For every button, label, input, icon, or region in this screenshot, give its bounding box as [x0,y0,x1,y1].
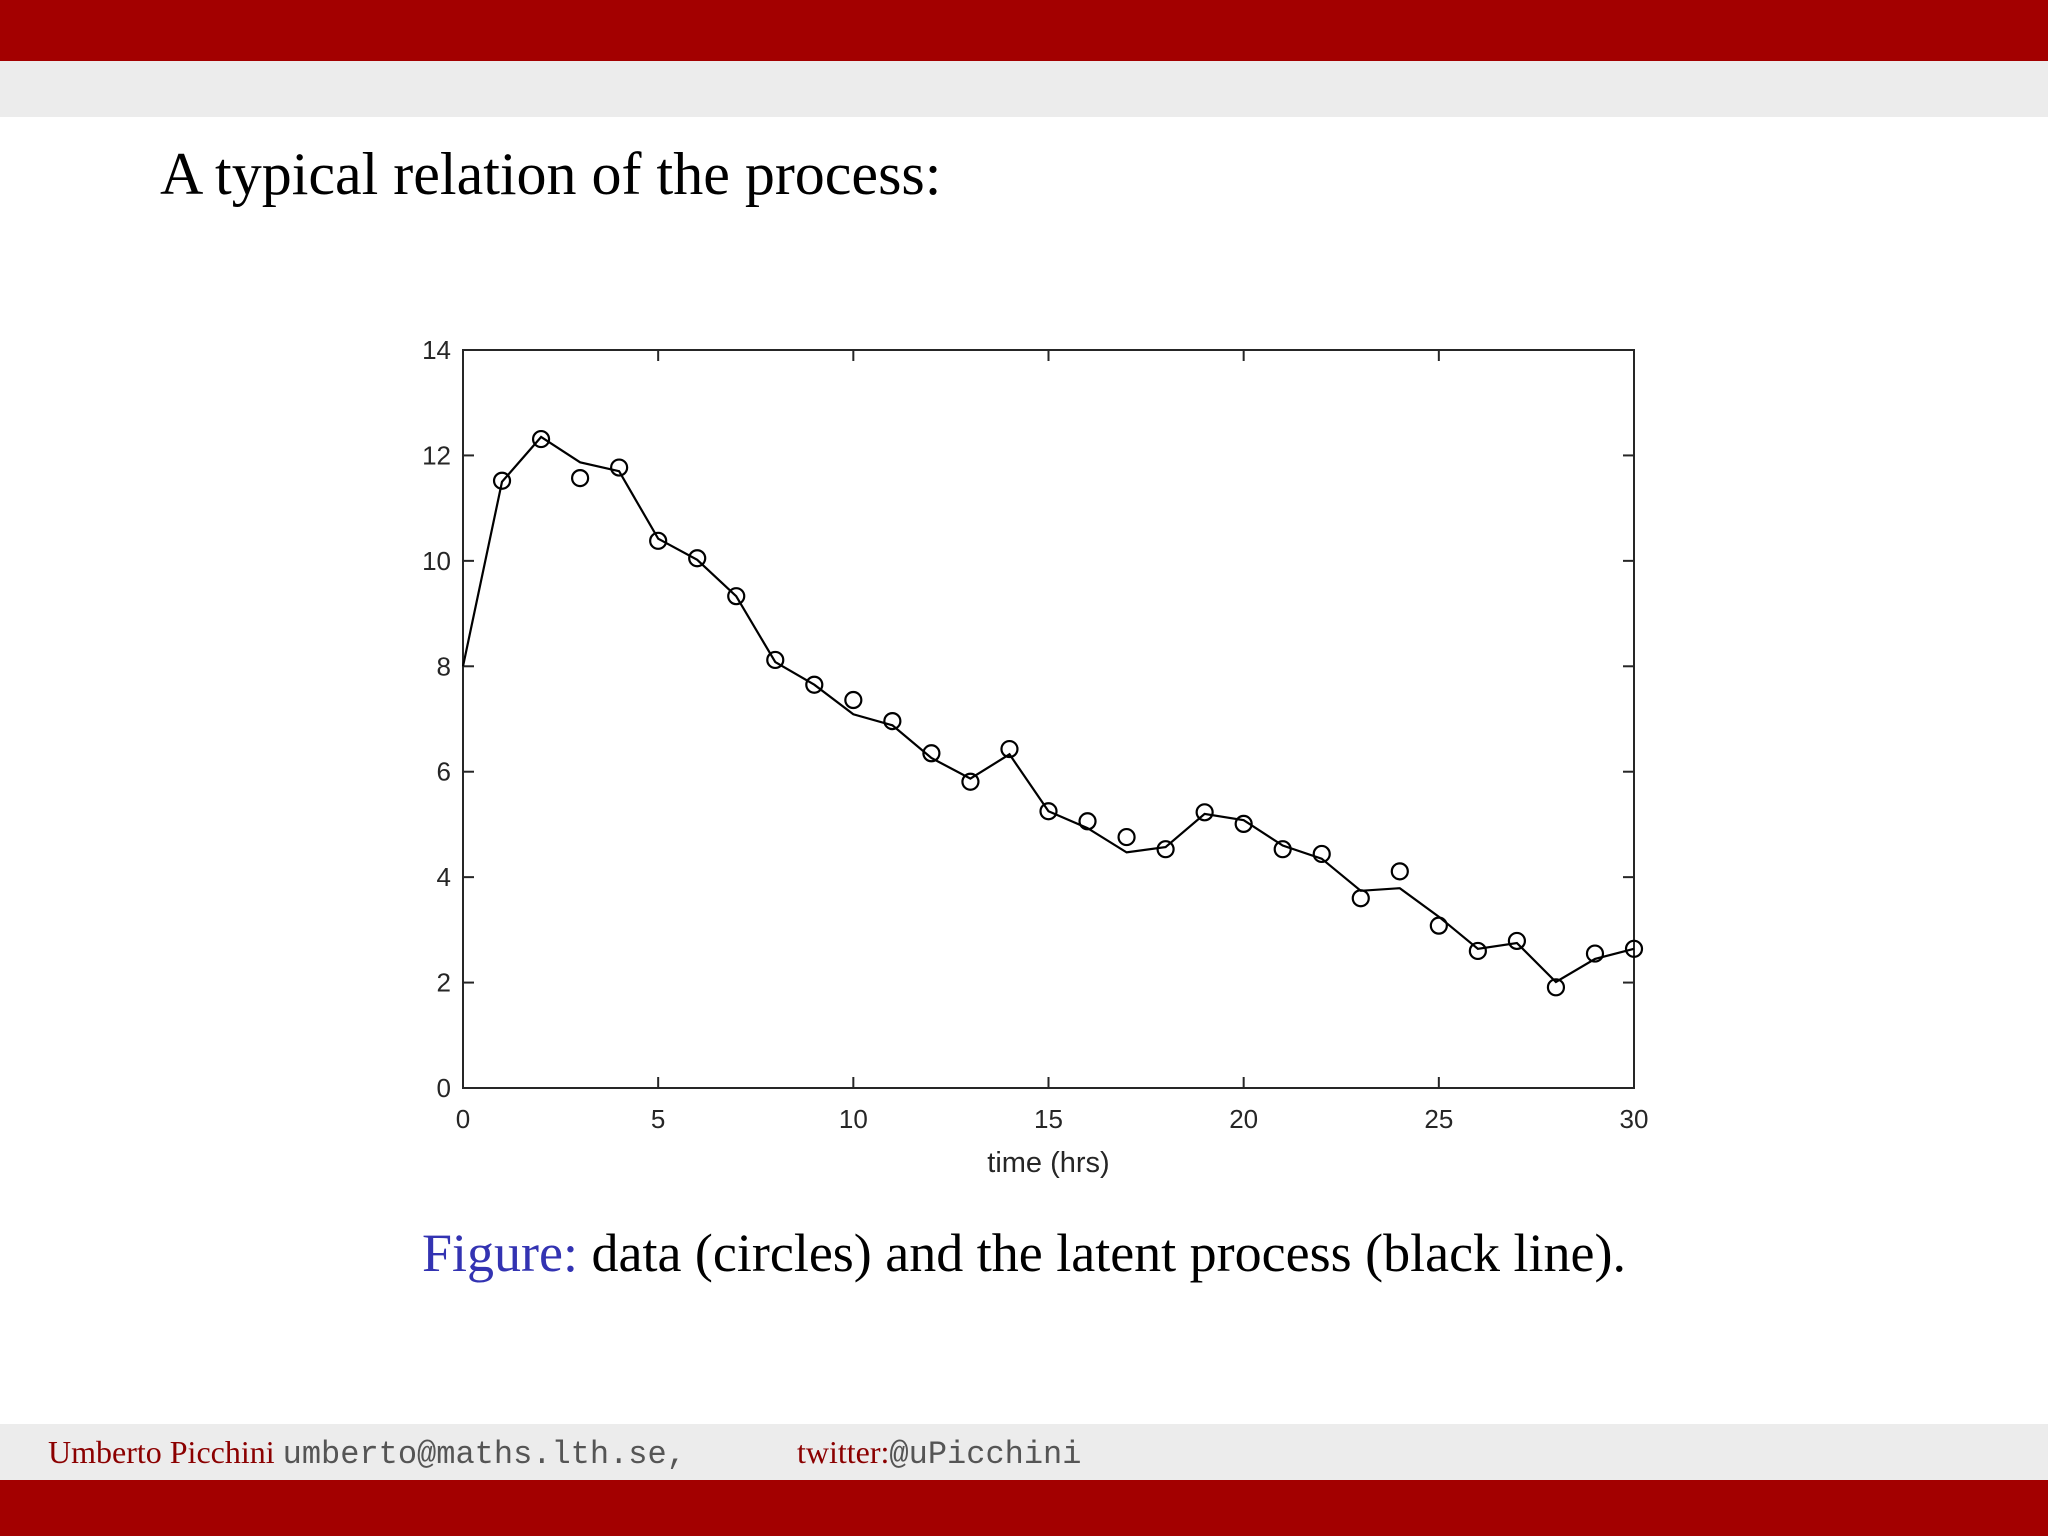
x-tick-label: 0 [456,1104,470,1134]
x-tick-label: 5 [651,1104,665,1134]
data-point-circle [1351,889,1370,908]
top-gray-band [0,61,2048,117]
data-point-circle [961,772,980,791]
x-tick-label: 30 [1620,1104,1649,1134]
data-point-circle [570,468,590,488]
y-tick-label: 2 [437,968,451,998]
bottom-red-bar [0,1480,2048,1536]
footer-email: umberto@maths.lth.se, [282,1436,686,1473]
data-point-circle [492,471,512,490]
data-point-circle [1312,844,1331,864]
x-tick-label: 10 [839,1104,868,1134]
y-tick-label: 4 [437,862,451,892]
top-title-bar [0,0,2048,61]
footer-gray-band [0,1424,2048,1480]
data-point-circle [1273,840,1292,859]
footer-twitter-handle: @uPicchini [889,1436,1082,1473]
data-point-circle [883,712,902,731]
data-point-circle [1000,739,1019,759]
data-point-circle [610,458,629,477]
footer-twitter: twitter:@uPicchini [797,1434,1081,1473]
y-tick-label: 6 [437,757,451,787]
plot-frame [462,349,1635,1089]
data-point-circle [1195,803,1214,822]
y-tick-label: 10 [422,546,451,576]
data-point-circle [1078,812,1097,831]
y-tick-label: 12 [422,440,451,470]
y-tick-label: 0 [437,1073,451,1103]
footer-twitter-label: twitter: [797,1434,890,1470]
x-tick-label: 15 [1034,1104,1063,1134]
x-axis-label: time (hrs) [987,1147,1109,1179]
data-point-circle [922,744,941,763]
y-tick-label: 8 [437,651,451,681]
footer-author: Umberto Picchini umberto@maths.lth.se, [48,1434,686,1473]
data-point-circle [1429,916,1448,935]
data-point-circle [1585,944,1605,963]
figure-caption: Figure: data (circles) and the latent pr… [0,1222,2048,1284]
data-point-circle [1234,814,1253,834]
data-point-circle [1507,931,1527,951]
data-point-circle [531,429,551,449]
data-point-circle [766,650,785,670]
data-point-circle [1390,862,1409,881]
data-point-circle [1624,939,1644,958]
y-tick-label: 14 [422,335,451,365]
data-point-circle [1468,941,1487,961]
data-point-circle [1117,827,1136,847]
data-point-circle [1546,978,1566,997]
x-tick-label: 20 [1229,1104,1258,1134]
slide-title: A typical relation of the process: [160,141,942,207]
data-point-circle [727,587,746,606]
latent-process-line [461,435,1635,984]
data-point-circle [688,549,707,568]
figure-caption-label: Figure: [421,1223,578,1283]
data-point-circle [844,690,863,710]
footer-author-name: Umberto Picchini [48,1434,275,1470]
data-point-circle [649,531,668,550]
x-tick-label: 25 [1424,1104,1453,1134]
figure-caption-text: data (circles) and the latent process (b… [577,1223,1627,1283]
data-point-circle [1156,840,1175,859]
data-point-circle [805,675,824,694]
data-point-circle [1039,802,1058,821]
